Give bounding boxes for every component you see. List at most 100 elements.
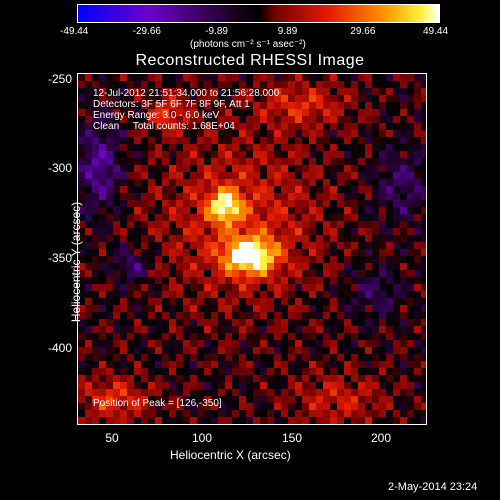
heatmap-cell (190, 298, 198, 306)
heatmap-cell (99, 81, 107, 89)
heatmap-cell (211, 165, 219, 173)
heatmap-cell (183, 88, 191, 96)
heatmap-cell (225, 284, 233, 292)
heatmap-cell (323, 389, 331, 397)
heatmap-cell (78, 298, 86, 306)
heatmap-cell (337, 81, 345, 89)
heatmap-cell (274, 123, 282, 131)
heatmap-cell (344, 361, 352, 369)
heatmap-cell (246, 354, 254, 362)
heatmap-cell (92, 256, 100, 264)
heatmap-cell (414, 193, 422, 201)
heatmap-cell (344, 340, 352, 348)
heatmap-cell (365, 81, 373, 89)
heatmap-cell (176, 340, 184, 348)
heatmap-cell (309, 263, 317, 271)
heatmap-cell (309, 417, 317, 424)
heatmap-cell (400, 291, 408, 299)
heatmap-cell (246, 312, 254, 320)
heatmap-cell (260, 123, 268, 131)
heatmap-cell (358, 179, 366, 187)
heatmap-cell (337, 333, 345, 341)
heatmap-cell (351, 186, 359, 194)
heatmap-cell (379, 291, 387, 299)
heatmap-cell (281, 200, 289, 208)
heatmap-cell (288, 144, 296, 152)
heatmap-cell (260, 403, 268, 411)
heatmap-cell (218, 116, 226, 124)
heatmap-cell (197, 193, 205, 201)
heatmap-cell (274, 256, 282, 264)
heatmap-cell (134, 312, 142, 320)
heatmap-cell (85, 228, 93, 236)
heatmap-cell (141, 333, 149, 341)
heatmap-cell (232, 333, 240, 341)
heatmap-cell (323, 410, 331, 418)
heatmap-cell (78, 165, 86, 173)
heatmap-cell (288, 172, 296, 180)
heatmap-cell (99, 333, 107, 341)
heatmap-cell (190, 368, 198, 376)
heatmap-cell (253, 361, 261, 369)
heatmap-cell (253, 319, 261, 327)
heatmap-cell (183, 382, 191, 390)
heatmap-cell (400, 207, 408, 215)
heatmap-cell (99, 186, 107, 194)
heatmap-cell (218, 333, 226, 341)
heatmap-cell (148, 109, 156, 117)
heatmap-cell (183, 305, 191, 313)
heatmap-cell (92, 298, 100, 306)
heatmap-cell (134, 88, 142, 96)
heatmap-cell (225, 410, 233, 418)
heatmap-cell (281, 284, 289, 292)
heatmap-cell (155, 74, 163, 82)
heatmap-cell (407, 410, 415, 418)
heatmap-cell (274, 312, 282, 320)
heatmap-cell (365, 410, 373, 418)
heatmap-cell (155, 172, 163, 180)
heatmap-cell (351, 179, 359, 187)
heatmap-cell (169, 130, 177, 138)
heatmap-cell (386, 207, 394, 215)
heatmap-cell (288, 389, 296, 397)
heatmap-cell (218, 410, 226, 418)
heatmap-cell (407, 116, 415, 124)
heatmap-cell (330, 340, 338, 348)
heatmap-cell (85, 326, 93, 334)
heatmap-cell (183, 130, 191, 138)
heatmap-cell (372, 102, 380, 110)
heatmap-cell (323, 263, 331, 271)
heatmap-cell (379, 382, 387, 390)
heatmap-cell (365, 354, 373, 362)
heatmap-cell (239, 305, 247, 313)
heatmap-cell (211, 109, 219, 117)
heatmap-cell (92, 130, 100, 138)
heatmap-cell (414, 256, 422, 264)
heatmap-cell (134, 410, 142, 418)
heatmap-cell (155, 249, 163, 257)
heatmap-cell (99, 340, 107, 348)
heatmap-cell (253, 116, 261, 124)
heatmap-cell (169, 235, 177, 243)
heatmap-cell (106, 200, 114, 208)
heatmap-cell (120, 424, 128, 425)
heatmap-cell (218, 207, 226, 215)
heatmap-cell (421, 277, 426, 285)
heatmap-cell (204, 200, 212, 208)
heatmap-cell (386, 151, 394, 159)
heatmap-cell (295, 305, 303, 313)
heatmap-cell (309, 410, 317, 418)
heatmap-cell (78, 333, 86, 341)
heatmap-cell (127, 249, 135, 257)
heatmap-cell (99, 389, 107, 397)
heatmap-cell (281, 361, 289, 369)
heatmap-cell (197, 242, 205, 250)
heatmap-cell (190, 74, 198, 82)
heatmap-cell (407, 249, 415, 257)
heatmap-cell (85, 74, 93, 82)
heatmap-cell (421, 396, 426, 404)
heatmap-cell (148, 144, 156, 152)
heatmap-cell (246, 137, 254, 145)
heatmap-cell (351, 81, 359, 89)
heatmap-cell (204, 403, 212, 411)
